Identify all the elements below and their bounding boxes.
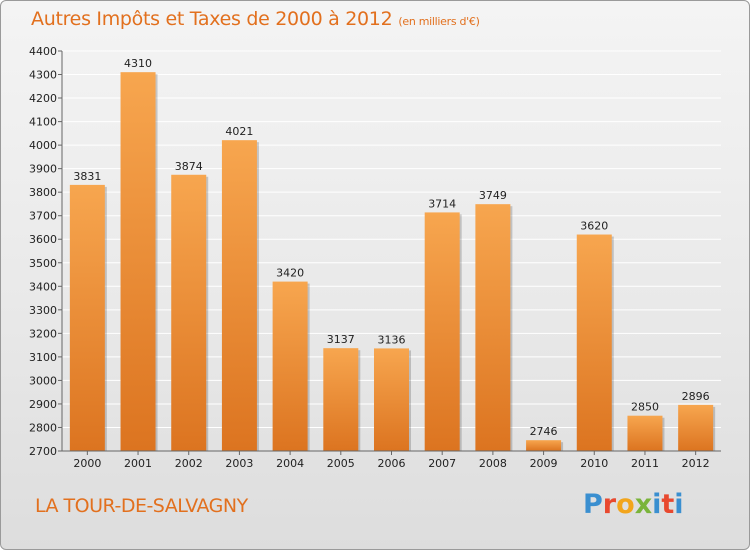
bar-value-label: 4310: [124, 57, 152, 70]
x-tick-label: 2012: [682, 457, 710, 470]
bar: [221, 140, 257, 452]
bar: [424, 212, 460, 451]
bar-value-label: 3137: [327, 333, 355, 346]
bar-value-label: 2850: [631, 401, 659, 414]
y-tick-label: 3400: [29, 280, 57, 293]
bar: [120, 72, 156, 452]
chart-subtitle: (en milliers d'€): [398, 15, 480, 28]
proxiti-logo[interactable]: Proxiti: [583, 489, 684, 520]
y-tick-label: 4400: [29, 45, 57, 58]
x-tick-label: 2004: [276, 457, 304, 470]
value-labels: 3831 4310 3874 4021 3420 3137 3136 3714 3749 2746…: [73, 57, 709, 438]
bar-value-label: 3136: [378, 333, 406, 346]
x-tick-label: 2007: [428, 457, 456, 470]
y-tick-label: 2700: [29, 445, 57, 458]
bar: [272, 281, 308, 451]
bar: [475, 204, 511, 451]
y-tick-label: 3500: [29, 257, 57, 270]
x-tick-label: 2000: [73, 457, 101, 470]
bar-value-label: 3620: [580, 220, 608, 233]
y-tick-label: 2800: [29, 421, 57, 434]
y-tick-label: 3300: [29, 304, 57, 317]
y-tick-label: 3100: [29, 351, 57, 364]
bar: [323, 348, 359, 451]
y-tick-label: 3200: [29, 327, 57, 340]
bar-value-label: 3714: [428, 197, 456, 210]
bar-value-label: 2746: [530, 425, 558, 438]
x-tick-label: 2002: [175, 457, 203, 470]
x-tick-label: 2005: [327, 457, 355, 470]
y-tick-label: 3700: [29, 210, 57, 223]
bar: [678, 404, 714, 451]
logo-letter: o: [616, 489, 635, 520]
y-tick-label: 2900: [29, 398, 57, 411]
y-tick-label: 3000: [29, 374, 57, 387]
x-tick-label: 2010: [580, 457, 608, 470]
bar-value-label: 3831: [73, 170, 101, 183]
bar: [69, 184, 105, 451]
bar: [526, 440, 562, 451]
bar: [627, 415, 663, 451]
chart-title-text: Autres Impôts et Taxes de 2000 à 2012: [31, 8, 393, 30]
bar-value-label: 3749: [479, 189, 507, 202]
y-axis: 2700 2800 2900 3000 3100 3200 3300 3400 3500 3600…: [29, 45, 63, 458]
x-tick-label: 2011: [631, 457, 659, 470]
bars: [69, 72, 716, 452]
logo-letter: x: [634, 489, 653, 520]
y-tick-label: 3800: [29, 186, 57, 199]
bar-value-label: 4021: [225, 125, 253, 138]
bar: [171, 174, 207, 451]
city-name: LA TOUR-DE-SALVAGNY: [35, 495, 248, 517]
x-tick-label: 2008: [479, 457, 507, 470]
y-tick-label: 4300: [29, 69, 57, 82]
bar: [576, 234, 612, 451]
chart-title: Autres Impôts et Taxes de 2000 à 2012 (en…: [31, 8, 480, 30]
bar: [374, 348, 409, 451]
y-tick-label: 3600: [29, 233, 57, 246]
x-axis: 2000 2001 2002 2003 2004 2005 2006 2007 2008 2009…: [62, 450, 721, 470]
y-tick-label: 3900: [29, 163, 57, 176]
logo-letter: i: [674, 489, 684, 520]
logo-letter: P: [583, 489, 603, 520]
bar-value-label: 3874: [175, 160, 203, 173]
x-tick-label: 2006: [378, 457, 406, 470]
x-tick-label: 2001: [124, 457, 152, 470]
bar-value-label: 3420: [276, 267, 304, 280]
y-tick-label: 4000: [29, 139, 57, 152]
logo-letter: r: [602, 489, 617, 520]
y-tick-label: 4100: [29, 116, 57, 129]
y-tick-label: 4200: [29, 92, 57, 105]
x-tick-label: 2009: [530, 457, 558, 470]
logo-letter: i: [652, 489, 662, 520]
x-tick-label: 2003: [225, 457, 253, 470]
logo-letter: t: [661, 489, 675, 520]
bar-value-label: 2896: [682, 390, 710, 403]
